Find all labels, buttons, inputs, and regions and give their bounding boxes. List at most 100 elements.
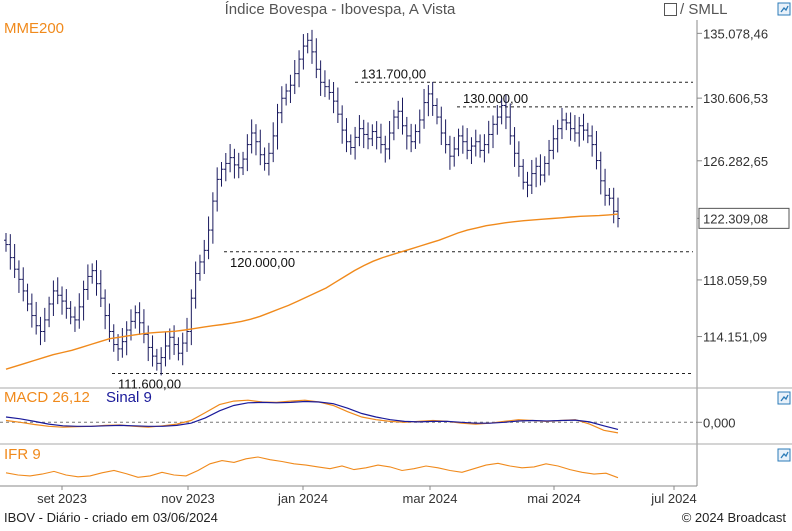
macd-settings-icon[interactable] bbox=[777, 391, 791, 405]
ohlc-bar bbox=[206, 216, 211, 260]
ohlc-bar bbox=[439, 106, 444, 146]
icon-glyph bbox=[780, 451, 789, 459]
ohlc-bar bbox=[331, 82, 336, 114]
ohlc-bar bbox=[503, 95, 508, 130]
ohlc-bar bbox=[98, 270, 103, 308]
ohlc-bar bbox=[577, 116, 582, 147]
ohlc-bar bbox=[491, 115, 496, 149]
ohlc-bar bbox=[366, 122, 371, 150]
level-label: 120.000,00 bbox=[230, 255, 295, 270]
price-y-tick-label: 118.059,59 bbox=[703, 273, 767, 288]
ohlc-bar bbox=[564, 112, 569, 131]
ohlc-bar bbox=[499, 98, 504, 125]
ohlc-bar bbox=[51, 280, 56, 316]
ohlc-bar bbox=[288, 74, 293, 104]
ohlc-bar bbox=[469, 137, 474, 165]
ohlc-bar bbox=[452, 136, 457, 167]
ohlc-bar bbox=[146, 325, 151, 362]
ohlc-bar bbox=[94, 260, 99, 296]
ohlc-bar bbox=[133, 305, 138, 329]
ohlc-bar bbox=[279, 86, 284, 124]
ohlc-bar bbox=[116, 334, 121, 361]
ohlc-bar bbox=[335, 87, 340, 124]
level-label: 130.000,00 bbox=[463, 91, 528, 106]
ohlc-bar bbox=[559, 107, 564, 140]
ohlc-bar bbox=[340, 105, 345, 144]
ohlc-bar bbox=[12, 243, 17, 279]
header-settings-icon[interactable] bbox=[777, 2, 791, 16]
ohlc-bar bbox=[478, 134, 483, 158]
ohlc-bar bbox=[374, 121, 379, 150]
icon-glyph bbox=[780, 394, 789, 402]
ohlc-bar bbox=[572, 115, 577, 142]
ohlc-bar bbox=[245, 134, 250, 172]
ohlc-bar bbox=[598, 151, 603, 195]
ohlc-bar bbox=[124, 321, 129, 356]
ohlc-bar bbox=[568, 112, 573, 141]
price-y-tick-label: 126.282,65 bbox=[703, 154, 768, 169]
ohlc-bar bbox=[348, 134, 353, 155]
ohlc-bar bbox=[357, 115, 362, 147]
ohlc-bar bbox=[353, 126, 358, 160]
ohlc-bar bbox=[103, 289, 108, 330]
ohlc-bar bbox=[172, 325, 177, 355]
ohlc-bar bbox=[292, 59, 297, 95]
ohlc-bar bbox=[473, 129, 478, 157]
ohlc-bar bbox=[387, 120, 392, 160]
ohlc-bar bbox=[456, 128, 461, 157]
ohlc-bar bbox=[258, 129, 263, 166]
ohlc-bar bbox=[189, 289, 194, 346]
x-tick-label: mai 2024 bbox=[527, 491, 580, 506]
ohlc-bar bbox=[85, 264, 90, 300]
ohlc-bar bbox=[29, 293, 34, 328]
ifr-settings-icon[interactable] bbox=[777, 448, 791, 462]
ohlc-bar bbox=[8, 234, 13, 270]
ohlc-bar bbox=[361, 119, 366, 149]
ohlc-bar bbox=[72, 306, 77, 332]
ohlc-bar bbox=[314, 38, 319, 79]
last-price-box bbox=[698, 207, 790, 229]
ohlc-bar bbox=[107, 303, 112, 342]
ohlc-bar bbox=[327, 79, 332, 100]
ohlc-bar bbox=[400, 97, 405, 135]
price-y-tick-label: 130.606,53 bbox=[703, 91, 768, 106]
footer-right: © 2024 Broadcast bbox=[681, 510, 786, 525]
ohlc-bar bbox=[404, 116, 409, 150]
ohlc-bar bbox=[383, 135, 388, 163]
ohlc-bar bbox=[167, 328, 172, 360]
ohlc-bar bbox=[120, 328, 125, 358]
x-tick-label: jan 2024 bbox=[277, 491, 328, 506]
x-tick-label: jul 2024 bbox=[650, 491, 697, 506]
ohlc-bar bbox=[150, 335, 155, 367]
ohlc-bar bbox=[430, 81, 435, 116]
ohlc-bar bbox=[297, 50, 302, 88]
ohlc-bar bbox=[232, 148, 237, 179]
ohlc-bar bbox=[538, 154, 543, 186]
ohlc-bar bbox=[422, 88, 427, 129]
ohlc-bar bbox=[210, 192, 215, 244]
ohlc-bar bbox=[55, 277, 60, 305]
ohlc-bar bbox=[81, 280, 86, 321]
icon-glyph bbox=[780, 5, 789, 13]
ohlc-bar bbox=[241, 151, 246, 176]
signal-label: Sinal 9 bbox=[106, 389, 152, 406]
ohlc-bar bbox=[185, 317, 190, 352]
ohlc-bar bbox=[508, 103, 513, 145]
level-label: 111.600,00 bbox=[118, 377, 181, 392]
x-tick-label: set 2023 bbox=[37, 491, 87, 506]
compare-label: / SMLL bbox=[680, 1, 728, 18]
ohlc-bar bbox=[223, 153, 228, 182]
ohlc-bar bbox=[486, 120, 491, 154]
ohlc-bar bbox=[137, 302, 142, 335]
ohlc-bar bbox=[301, 34, 306, 70]
ohlc-bar bbox=[228, 144, 233, 173]
ohlc-bar bbox=[460, 125, 465, 154]
ohlc-bar bbox=[370, 124, 375, 147]
ohlc-bar bbox=[482, 134, 487, 163]
ohlc-bar bbox=[163, 332, 168, 367]
x-tick-label: mar 2024 bbox=[403, 491, 458, 506]
compare-checkbox[interactable] bbox=[664, 3, 677, 16]
ohlc-bar bbox=[262, 147, 267, 171]
ohlc-bar bbox=[447, 135, 452, 170]
ohlc-bar bbox=[391, 109, 396, 141]
